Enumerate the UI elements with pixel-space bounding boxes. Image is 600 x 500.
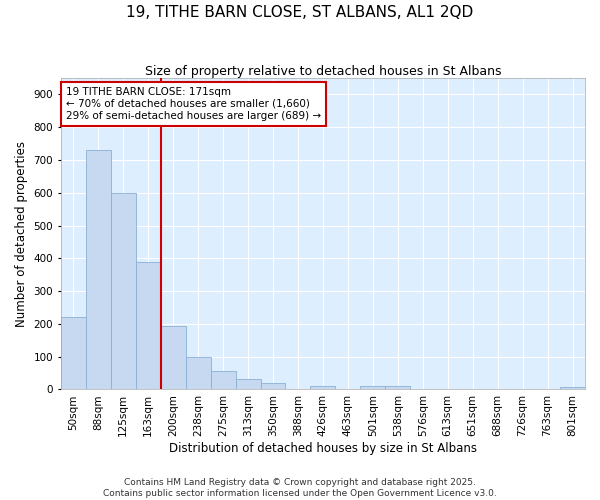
- Bar: [211, 371, 236, 390]
- Bar: [136, 262, 161, 390]
- Title: Size of property relative to detached houses in St Albans: Size of property relative to detached ho…: [145, 65, 501, 78]
- Bar: [560, 387, 585, 390]
- X-axis label: Distribution of detached houses by size in St Albans: Distribution of detached houses by size …: [169, 442, 477, 455]
- Bar: [161, 326, 185, 390]
- Text: 19, TITHE BARN CLOSE, ST ALBANS, AL1 2QD: 19, TITHE BARN CLOSE, ST ALBANS, AL1 2QD: [127, 5, 473, 20]
- Text: Contains HM Land Registry data © Crown copyright and database right 2025.
Contai: Contains HM Land Registry data © Crown c…: [103, 478, 497, 498]
- Bar: [385, 386, 410, 390]
- Bar: [236, 379, 260, 390]
- Bar: [61, 318, 86, 390]
- Bar: [260, 383, 286, 390]
- Bar: [86, 150, 111, 390]
- Bar: [185, 356, 211, 390]
- Text: 19 TITHE BARN CLOSE: 171sqm
← 70% of detached houses are smaller (1,660)
29% of : 19 TITHE BARN CLOSE: 171sqm ← 70% of det…: [66, 88, 321, 120]
- Bar: [111, 192, 136, 390]
- Bar: [310, 386, 335, 390]
- Y-axis label: Number of detached properties: Number of detached properties: [15, 140, 28, 326]
- Bar: [361, 386, 385, 390]
